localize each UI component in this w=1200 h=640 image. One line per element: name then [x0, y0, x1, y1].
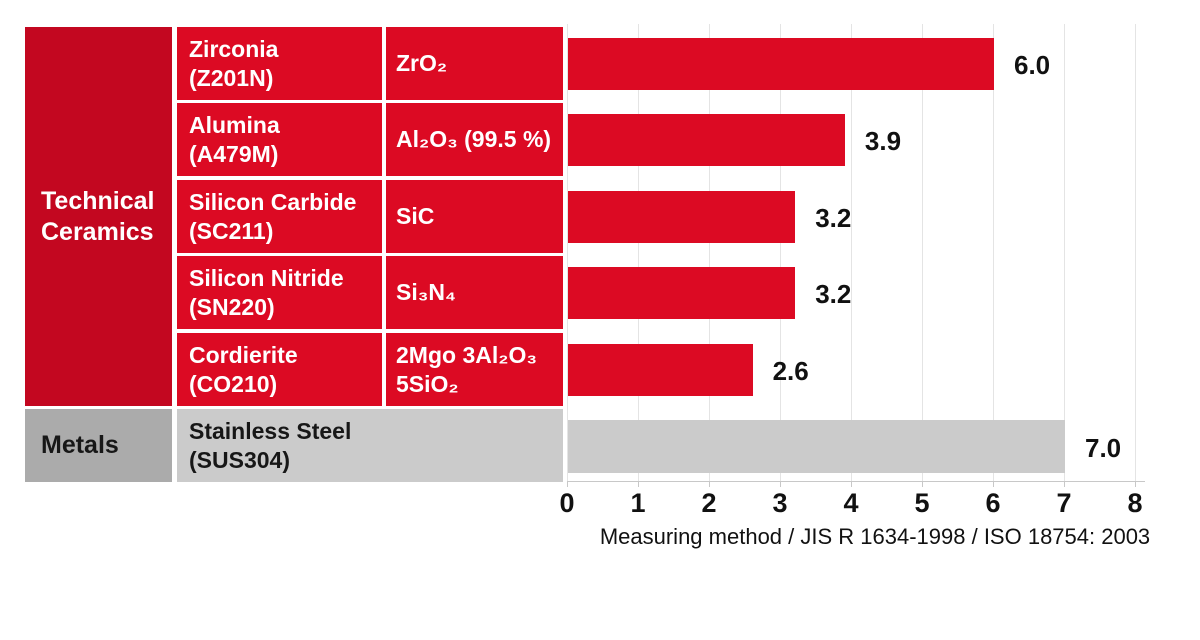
x-tick-label: 6: [985, 488, 1001, 518]
bar-stainless-steel: [568, 420, 1065, 473]
material-cell-stainless-steel: Stainless Steel (SUS304): [177, 409, 563, 482]
formula-text: ZrO₂: [396, 50, 448, 76]
gridline: [993, 24, 994, 481]
gridline: [922, 24, 923, 481]
formula-text: Al₂O₃ (99.5 %): [396, 126, 552, 152]
category-cell-technical-ceramics: Technical Ceramics: [25, 27, 172, 406]
material-cell-cordierite: Cordierite (CO210): [177, 333, 382, 406]
material-name: Alumina: [189, 111, 280, 138]
x-axis-tick: [1135, 481, 1136, 487]
x-tick-label: 2: [701, 488, 717, 518]
x-tick-label: 4: [843, 488, 859, 518]
material-name: Silicon Nitride: [189, 264, 344, 291]
material-code: (SC211): [189, 217, 274, 244]
material-name: Silicon Carbide: [189, 188, 357, 215]
gridline: [638, 24, 639, 481]
category-label: Metals: [41, 431, 119, 459]
material-name: Zirconia: [189, 35, 279, 62]
x-axis-tick: [638, 481, 639, 487]
x-axis-line: [567, 481, 1145, 482]
bar-alumina: [568, 114, 845, 166]
category-cell-metals: Metals: [25, 409, 172, 482]
bar-value-label: 6.0: [1014, 50, 1051, 80]
material-code: (SUS304): [189, 446, 290, 473]
gridline: [1135, 24, 1136, 481]
material-name: Cordierite: [189, 341, 298, 368]
bar-value-label: 7.0: [1085, 433, 1122, 463]
gridline: [1064, 24, 1065, 481]
bar-value-label: 3.9: [864, 126, 902, 156]
x-axis-tick: [1064, 481, 1065, 487]
gridline: [780, 24, 781, 481]
x-tick-label: 3: [772, 488, 788, 518]
material-code: (A479M): [189, 140, 279, 167]
x-tick-label: 1: [630, 488, 646, 518]
material-cell-silicon-nitride: Silicon Nitride (SN220): [177, 256, 382, 329]
x-axis-tick: [993, 481, 994, 487]
x-tick-label: 5: [914, 488, 930, 518]
formula-text: Si₃N₄: [396, 279, 456, 305]
material-name: Stainless Steel: [189, 417, 352, 444]
material-cell-alumina: Alumina (A479M): [177, 103, 382, 176]
formula-text: 5SiO₂: [396, 370, 459, 397]
material-cell-silicon-carbide: Silicon Carbide (SC211): [177, 180, 382, 253]
material-code: (Z201N): [189, 64, 274, 91]
bar-zirconia: [568, 38, 994, 90]
material-code: (SN220): [189, 293, 275, 320]
formula-cell-zro2: ZrO₂: [386, 27, 563, 100]
formula-cell-si3n4: Si₃N₄: [386, 256, 563, 329]
x-axis-tick: [709, 481, 710, 487]
formula-cell-sic: SiC: [386, 180, 563, 253]
bar-silicon-nitride: [568, 267, 796, 319]
formula-text: SiC: [396, 203, 435, 229]
category-label: Technical Ceramics: [41, 186, 155, 246]
x-axis-tick: [851, 481, 852, 487]
formula-cell-al2o3: Al₂O₃ (99.5 %): [386, 103, 563, 176]
bar-cordierite: [568, 344, 753, 396]
material-cell-zirconia: Zirconia (Z201N): [177, 27, 382, 100]
formula-cell-cordierite: 2Mgo 3Al₂O₃ 5SiO₂: [386, 333, 563, 406]
gridline: [567, 24, 568, 481]
x-axis-tick: [567, 481, 568, 487]
gridline: [851, 24, 852, 481]
x-tick-label: 0: [559, 488, 575, 518]
x-tick-label: 7: [1056, 488, 1072, 518]
formula-text: 2Mgo 3Al₂O₃: [396, 341, 537, 368]
x-axis-tick: [780, 481, 781, 487]
gridline: [709, 24, 710, 481]
x-tick-label: 8: [1127, 488, 1143, 518]
x-axis-tick: [922, 481, 923, 487]
bar-value-label: 3.2: [815, 203, 852, 233]
material-code: (CO210): [189, 370, 278, 397]
bar-value-label: 3.2: [815, 279, 852, 309]
x-axis-caption: Measuring method / JIS R 1634-1998 / ISO…: [599, 524, 1151, 549]
bar-silicon-carbide: [568, 191, 796, 243]
bar-value-label: 2.6: [772, 356, 809, 386]
